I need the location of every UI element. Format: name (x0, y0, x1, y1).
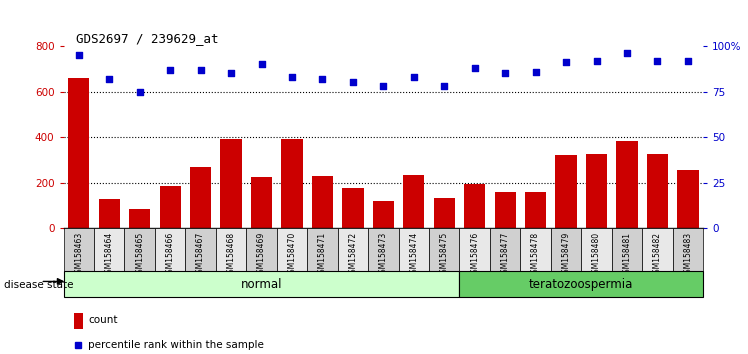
Point (194, 67, 206, 73)
Point (590, 58, 602, 63)
Bar (494, 192, 516, 228)
Point (316, 76, 328, 82)
Bar (647, 154, 668, 228)
Bar (368, 228, 399, 271)
Bar (312, 176, 333, 228)
Bar (581, 228, 612, 271)
Bar (490, 228, 521, 271)
Text: GSM158477: GSM158477 (500, 232, 509, 278)
Bar (124, 228, 155, 271)
Bar (186, 228, 216, 271)
Bar (64, 228, 94, 271)
Text: GDS2697 / 239629_at: GDS2697 / 239629_at (76, 32, 219, 45)
Bar (464, 184, 485, 228)
Point (164, 67, 176, 73)
Bar (94, 228, 124, 271)
Bar (129, 209, 150, 228)
Bar (672, 228, 703, 271)
Bar (434, 198, 455, 228)
Point (286, 74, 298, 80)
Bar (190, 167, 211, 228)
Point (560, 59, 572, 65)
Text: GSM158482: GSM158482 (653, 232, 662, 278)
Text: GSM158480: GSM158480 (592, 232, 601, 278)
Text: GSM158481: GSM158481 (622, 232, 631, 278)
Text: normal: normal (241, 278, 282, 291)
Bar (246, 228, 277, 271)
Bar (221, 139, 242, 228)
Text: GSM158478: GSM158478 (531, 232, 540, 278)
Point (621, 51, 633, 56)
Bar (251, 177, 272, 228)
Text: GSM158465: GSM158465 (135, 232, 144, 278)
Text: percentile rank within the sample: percentile rank within the sample (88, 340, 264, 350)
Bar (525, 192, 546, 228)
Text: GSM158476: GSM158476 (470, 232, 479, 278)
Bar (343, 188, 364, 228)
Point (134, 89, 146, 95)
Bar (216, 228, 246, 271)
Bar (556, 155, 577, 228)
Text: GSM158479: GSM158479 (562, 232, 571, 278)
Text: GSM158466: GSM158466 (165, 232, 175, 278)
Point (103, 76, 115, 82)
Text: teratozoospermia: teratozoospermia (529, 278, 634, 291)
Bar (399, 228, 429, 271)
Point (652, 58, 663, 63)
Point (73, 52, 85, 58)
Bar (277, 228, 307, 271)
Bar (373, 201, 394, 228)
Point (438, 83, 450, 89)
Text: count: count (88, 315, 117, 325)
Point (682, 58, 694, 63)
Bar (64, 271, 459, 297)
Text: GSM158470: GSM158470 (287, 232, 296, 278)
Point (408, 74, 420, 80)
Bar (337, 228, 368, 271)
Bar (159, 186, 181, 228)
Bar (307, 228, 337, 271)
Bar (403, 175, 424, 228)
Text: GSM158468: GSM158468 (227, 232, 236, 278)
Text: GSM158464: GSM158464 (105, 232, 114, 278)
Bar (551, 228, 581, 271)
Text: GSM158463: GSM158463 (74, 232, 83, 278)
Bar (521, 228, 551, 271)
Bar (677, 170, 699, 228)
Bar (459, 228, 490, 271)
Bar (612, 228, 643, 271)
Bar (429, 228, 459, 271)
Bar (281, 139, 303, 228)
Point (225, 70, 237, 76)
Point (377, 83, 389, 89)
Text: GSM158483: GSM158483 (684, 232, 693, 278)
Point (499, 70, 511, 76)
Bar (459, 271, 703, 297)
Point (469, 65, 481, 71)
Text: GSM158475: GSM158475 (440, 232, 449, 278)
Bar (586, 154, 607, 228)
Text: GSM158474: GSM158474 (409, 232, 418, 278)
Point (530, 69, 542, 74)
Text: GSM158472: GSM158472 (349, 232, 358, 278)
Bar (155, 228, 186, 271)
Text: GSM158469: GSM158469 (257, 232, 266, 278)
Point (347, 80, 359, 85)
Point (256, 61, 268, 67)
Bar (616, 141, 637, 228)
Bar (68, 78, 90, 228)
Text: GSM158473: GSM158473 (378, 232, 388, 278)
Text: disease state: disease state (4, 280, 73, 290)
Bar (643, 228, 672, 271)
Bar (74, 313, 83, 329)
Text: GSM158471: GSM158471 (318, 232, 327, 278)
Bar (99, 199, 120, 228)
Text: GSM158467: GSM158467 (196, 232, 205, 278)
